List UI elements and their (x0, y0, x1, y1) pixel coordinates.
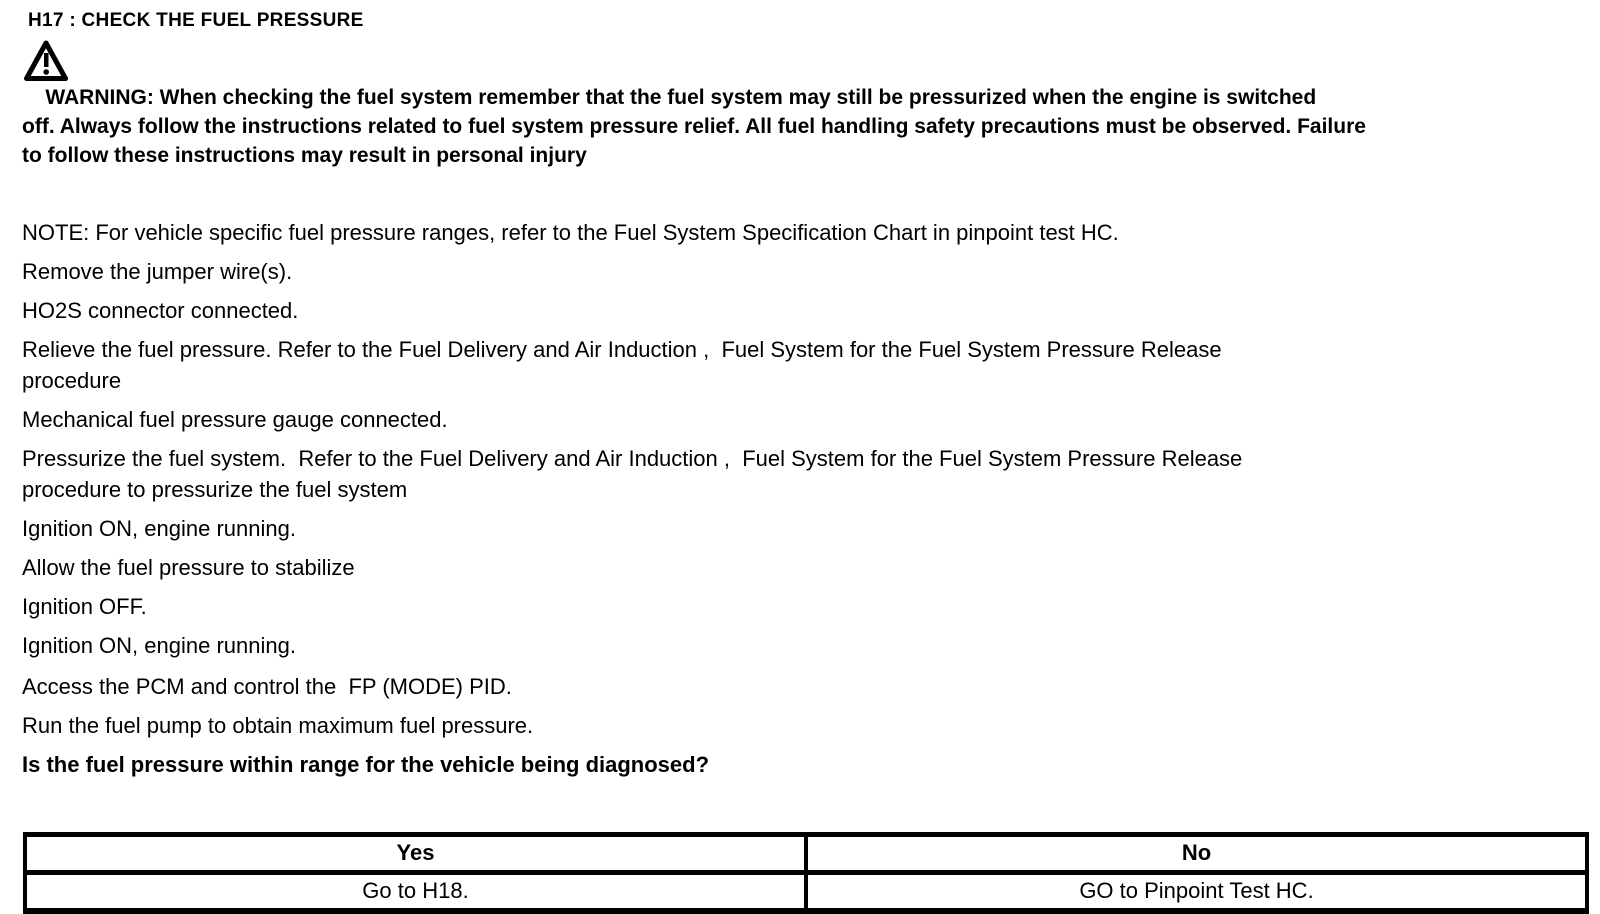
decision-question: Is the fuel pressure within range for th… (22, 752, 710, 777)
procedure-step: HO2S connector connected. (22, 298, 299, 323)
procedure-step: Run the fuel pump to obtain maximum fuel… (22, 713, 534, 738)
no-column-header: No (804, 832, 1589, 875)
procedure-note: NOTE: For vehicle specific fuel pressure… (22, 220, 1119, 245)
page-title: H17 : CHECK THE FUEL PRESSURE (28, 10, 364, 31)
procedure-step: Relieve the fuel pressure. Refer to the … (22, 337, 1222, 393)
warning-text: WARNING: When checking the fuel system r… (22, 86, 1366, 167)
procedure-step: Access the PCM and control the FP (MODE)… (22, 674, 512, 699)
procedure-step: Ignition OFF. (22, 594, 147, 619)
procedure-step: Remove the jumper wire(s). (22, 259, 293, 284)
yes-action-cell: Go to H18. (23, 870, 808, 914)
procedure-step: Ignition ON, engine running. (22, 516, 296, 541)
decision-table: Yes No Go to H18. GO to Pinpoint Test HC… (23, 832, 1589, 914)
warning-block: WARNING: When checking the fuel system r… (22, 40, 1567, 199)
decision-table-action-row: Go to H18. GO to Pinpoint Test HC. (23, 870, 1589, 914)
no-action-cell: GO to Pinpoint Test HC. (804, 870, 1589, 914)
procedure-step: Pressurize the fuel system. Refer to the… (22, 446, 1243, 502)
procedure-step: Allow the fuel pressure to stabilize (22, 555, 355, 580)
procedure-step: Mechanical fuel pressure gauge connected… (22, 407, 448, 432)
yes-column-header: Yes (23, 832, 808, 875)
warning-triangle-icon (24, 40, 68, 81)
procedure-step: Ignition ON, engine running. (22, 633, 296, 658)
decision-table-header-row: Yes No (23, 832, 1589, 875)
